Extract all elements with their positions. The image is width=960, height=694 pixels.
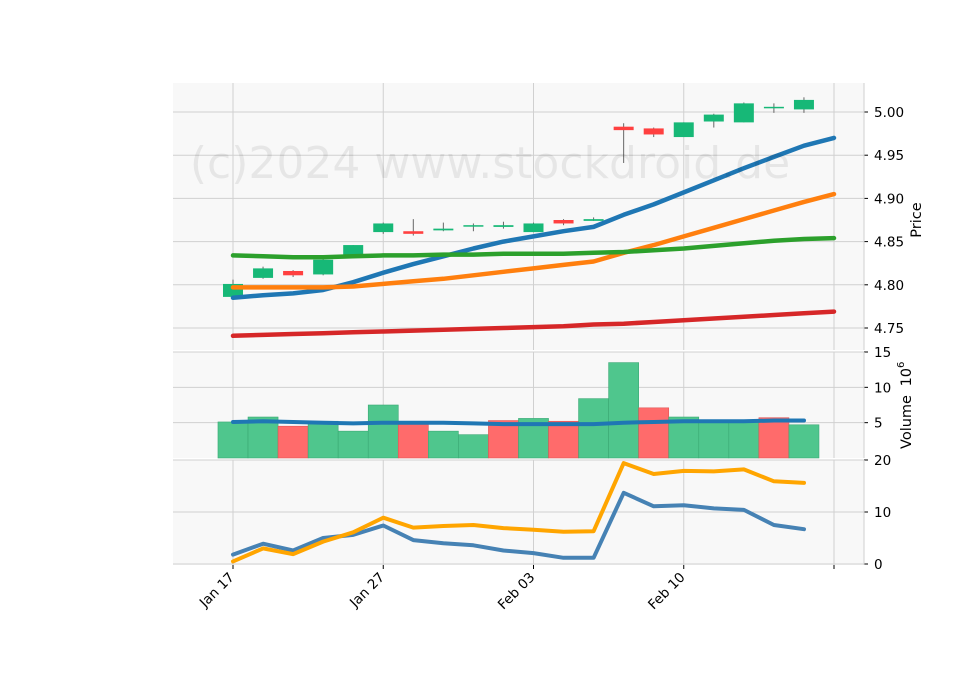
price-moving-average-line — [230, 309, 837, 339]
volume-bar — [367, 404, 399, 459]
volume-ytick-label: 15 — [874, 345, 891, 361]
candle-body — [283, 270, 304, 276]
price-ytick-label: 4.90 — [874, 191, 904, 207]
volume-bar — [488, 420, 519, 459]
candle-body — [673, 122, 694, 138]
candle-body — [373, 223, 394, 233]
indicator-ytick-label: 20 — [874, 453, 891, 469]
volume-bar — [638, 407, 670, 459]
candle-body — [793, 99, 814, 110]
candle-body — [433, 228, 454, 231]
price-ytick-label: 4.80 — [874, 278, 904, 294]
candle-body — [763, 106, 784, 109]
indicator-ytick-label: 10 — [874, 505, 891, 521]
price-ytick-label: 5.00 — [874, 105, 904, 121]
xtick-label: Feb 03 — [495, 570, 538, 613]
candle-body — [343, 245, 364, 255]
volume-bar — [728, 420, 760, 459]
candle-body — [463, 225, 484, 227]
candle-body — [493, 225, 514, 227]
volume-axis-label: Volume — [899, 395, 915, 449]
volume-bar — [668, 416, 700, 459]
price-moving-average-line — [230, 191, 837, 290]
volume-ytick-label: 5 — [874, 416, 883, 432]
price-moving-average-line — [230, 235, 837, 260]
candle-body — [523, 223, 544, 233]
candle-body — [253, 268, 274, 278]
candle-body — [553, 220, 574, 224]
price-ytick-label: 4.95 — [874, 148, 904, 164]
volume-bar — [247, 416, 279, 459]
indicator-series-line — [231, 490, 806, 560]
volume-moving-average-line — [231, 418, 806, 427]
volume-bar — [277, 425, 309, 459]
volume-bar — [307, 420, 339, 459]
volume-bar — [337, 430, 369, 459]
candle-body — [643, 128, 664, 135]
volume-bar — [758, 417, 790, 459]
xtick-label: Jan 17 — [196, 570, 238, 612]
volume-bar — [578, 398, 609, 459]
price-ytick-label: 4.75 — [874, 321, 904, 337]
price-ytick-label: 4.85 — [874, 235, 904, 251]
volume-bar — [608, 362, 639, 459]
price-axis-label: Price — [909, 202, 925, 237]
volume-bar — [397, 421, 429, 459]
candle-body — [313, 259, 334, 275]
xtick-label: Jan 27 — [346, 570, 388, 612]
indicator-series-line — [231, 461, 806, 564]
volume-bar — [788, 424, 820, 459]
volume-axis-exponent: 106 — [896, 362, 915, 387]
volume-bar — [428, 430, 459, 459]
candle-body — [403, 231, 424, 234]
volume-bar — [698, 420, 730, 459]
volume-bar — [458, 434, 489, 459]
candle-body — [583, 219, 604, 221]
candle-body — [733, 103, 754, 123]
volume-ytick-label: 10 — [874, 380, 891, 396]
candle-body — [613, 126, 634, 131]
watermark-text: (c)2024 www.stockdroid.de — [190, 138, 790, 189]
xtick-label: Feb 10 — [645, 570, 688, 613]
volume-bar — [217, 421, 249, 459]
indicator-ytick-label: 0 — [874, 557, 883, 573]
volume-bar — [548, 420, 579, 459]
candle-body — [703, 114, 724, 122]
